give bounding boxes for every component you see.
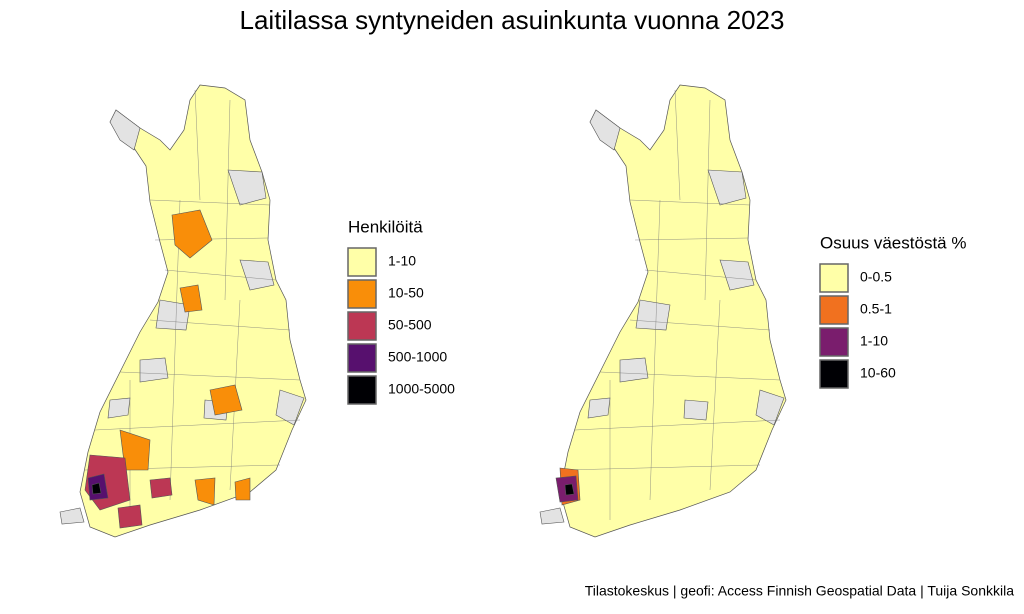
legend-swatch bbox=[819, 263, 849, 293]
legend-swatch bbox=[347, 375, 377, 405]
legend-label: 50-500 bbox=[388, 317, 432, 333]
legend-label: 1000-5000 bbox=[388, 381, 455, 397]
left-highlights bbox=[84, 209, 251, 529]
legend-swatch bbox=[819, 327, 849, 357]
caption: Tilastokeskus | geofi: Access Finnish Ge… bbox=[585, 583, 1015, 599]
map-right bbox=[539, 84, 787, 538]
legend-title: Osuus väestöstä % bbox=[820, 233, 966, 252]
legend-swatch bbox=[347, 247, 377, 277]
legend-label: 1-10 bbox=[860, 333, 888, 349]
right-highlights bbox=[555, 467, 581, 506]
legends: Henkilöitä 1-10 10-50 50-500 500-1000 1000-50… bbox=[347, 217, 966, 405]
legend-label: 10-60 bbox=[860, 365, 896, 381]
legend-label: 10-50 bbox=[388, 285, 424, 301]
legend-swatch bbox=[819, 295, 849, 325]
legend-swatch bbox=[347, 311, 377, 341]
legend-title: Henkilöitä bbox=[348, 217, 423, 236]
legend-swatch bbox=[347, 279, 377, 309]
legend-swatch bbox=[819, 359, 849, 389]
title: Laitilassa syntyneiden asuinkunta vuonna… bbox=[240, 5, 785, 35]
legend-label: 500-1000 bbox=[388, 349, 447, 365]
legend-label: 0.5-1 bbox=[860, 301, 892, 317]
legend-swatch bbox=[347, 343, 377, 373]
legend-label: 1-10 bbox=[388, 253, 416, 269]
legend-label: 0-0.5 bbox=[860, 269, 892, 285]
